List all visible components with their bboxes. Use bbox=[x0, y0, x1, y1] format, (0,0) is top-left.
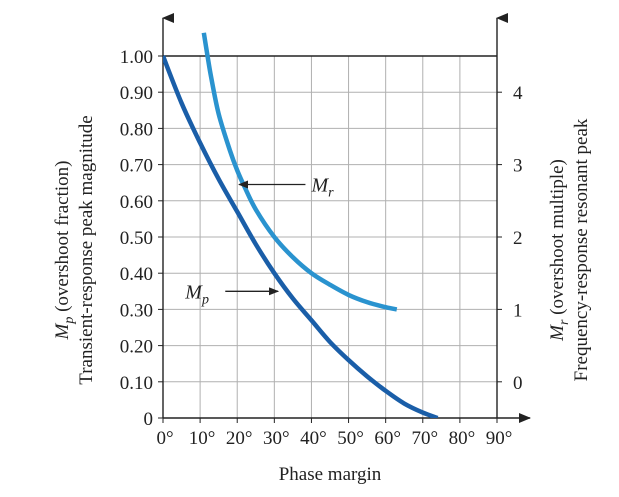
y-right-tick-label: 2 bbox=[513, 228, 523, 249]
annotation-symbol: M bbox=[184, 281, 203, 303]
x-tick-label: 40° bbox=[300, 428, 327, 449]
y-right-tick-label: 3 bbox=[513, 156, 523, 177]
right-axis-symbol: M bbox=[547, 324, 568, 342]
x-axis-label: Phase margin bbox=[279, 464, 382, 485]
x-tick-label: 20° bbox=[226, 428, 253, 449]
y-left-tick-label: 0.90 bbox=[120, 83, 153, 104]
right-axis-label: Mr (overshoot multiple) Frequency-respon… bbox=[547, 118, 592, 381]
tick-labels: 0° 10° 20° 30° 40° 50° 60° 70° 80° 90° 0 0.10 0.20 0.… bbox=[120, 47, 523, 449]
y-left-tick-label: 0.30 bbox=[120, 300, 153, 321]
annotation-subscript: p bbox=[201, 292, 209, 307]
series-line-mp bbox=[163, 55, 439, 418]
right-axis-symbol-sub: r bbox=[557, 319, 572, 325]
y-left-tick-label: 0.70 bbox=[120, 156, 153, 177]
y-left-tick-label: 0.80 bbox=[120, 119, 153, 140]
x-tick-label: 30° bbox=[263, 428, 290, 449]
x-tick-label: 10° bbox=[189, 428, 216, 449]
right-axis-label-line1: (overshoot multiple) bbox=[547, 159, 568, 315]
left-axis-symbol-sub: p bbox=[62, 317, 77, 325]
x-tick-label: 80° bbox=[449, 428, 476, 449]
annotation-subscript: r bbox=[328, 186, 334, 201]
x-tick-label: 50° bbox=[337, 428, 364, 449]
left-axis-label-line1: (overshoot fraction) bbox=[52, 161, 73, 312]
y-left-tick-label: 0.60 bbox=[120, 192, 153, 213]
y-left-tick-label: 0.10 bbox=[120, 373, 153, 394]
right-axis-label-line2: Frequency-response resonant peak bbox=[571, 118, 592, 381]
grid-lines bbox=[163, 55, 498, 418]
axes bbox=[162, 13, 531, 423]
y-left-tick-label: 0 bbox=[144, 409, 154, 430]
y-left-tick-label: 0.20 bbox=[120, 337, 153, 358]
series-line-mr bbox=[201, 32, 398, 312]
x-tick-label: 90° bbox=[486, 428, 513, 449]
left-axis-label-line2: Transient-response peak magnitude bbox=[76, 115, 97, 384]
svg-text:Mr (overshoot multiple): Mr (overshoot multiple) bbox=[547, 159, 572, 342]
y-right-tick-label: 1 bbox=[513, 300, 523, 321]
y-right-tick-label: 0 bbox=[513, 373, 523, 394]
left-axis-symbol: M bbox=[52, 323, 73, 341]
left-axis-label: Mp (overshoot fraction) Transient-respon… bbox=[52, 115, 97, 384]
y-left-tick-label: 0.40 bbox=[120, 264, 153, 285]
series-layer bbox=[163, 32, 439, 418]
x-tick-label: 0° bbox=[156, 428, 173, 449]
x-tick-label: 60° bbox=[374, 428, 401, 449]
annotation-label-mr: Mr bbox=[310, 175, 334, 201]
svg-text:Mp (overshoot fraction): Mp (overshoot fraction) bbox=[52, 161, 77, 341]
y-left-tick-label: 1.00 bbox=[120, 47, 153, 68]
y-left-tick-label: 0.50 bbox=[120, 228, 153, 249]
x-tick-label: 70° bbox=[411, 428, 438, 449]
annotation-symbol: M bbox=[310, 175, 329, 197]
annotation-label-mp: Mp bbox=[184, 281, 209, 307]
y-right-tick-label: 4 bbox=[513, 83, 523, 104]
